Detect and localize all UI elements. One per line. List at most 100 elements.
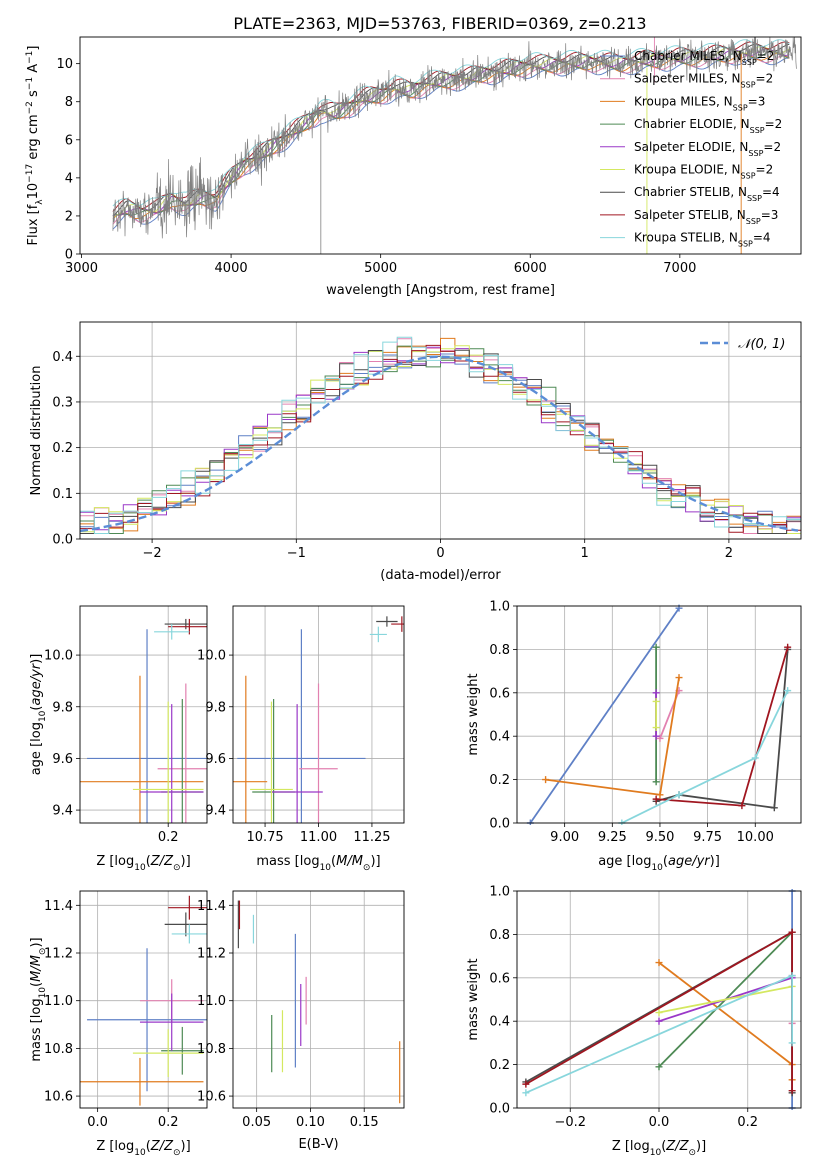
x-axis-label: Z [log10(Z/Z⊙)] bbox=[612, 1139, 706, 1158]
y-tick-label: 9.6 bbox=[205, 752, 226, 767]
y-tick-label: 10.8 bbox=[197, 1042, 226, 1057]
y-tick-label: 0 bbox=[65, 248, 73, 263]
y-tick-label: 0.2 bbox=[489, 1058, 510, 1073]
weight-marker-kroupa-stelib bbox=[522, 1089, 530, 1097]
legend: Chabrier MILES, NSSP=2 Salpeter MILES, NS… bbox=[600, 49, 782, 248]
legend-label-chabrier-miles: Chabrier MILES, NSSP=2 bbox=[634, 49, 774, 67]
spectrum-lines bbox=[112, 37, 797, 254]
weight-marker-salpeter-stelib bbox=[652, 795, 660, 803]
x-tick-label: −2 bbox=[143, 546, 162, 561]
mass-vs-metallicity-plot: 0.0 0.2 10.6 10.8 11.0 11.2 11.4 Z [log10(Z/Z⊙)… bbox=[29, 890, 208, 1158]
x-tick-label: 1 bbox=[581, 546, 589, 561]
y-tick-label: 11.0 bbox=[44, 994, 73, 1009]
weight-vs-age-plot: 9.00 9.25 9.50 9.75 10.00 0.0 0.2 0.4 0.6 0.8 1.0 a… bbox=[466, 600, 802, 873]
x-tick-label: 3000 bbox=[65, 261, 98, 276]
x-axis-label: mass [log10(M/M⊙)] bbox=[256, 854, 380, 873]
x-tick-label: 0.2 bbox=[158, 830, 179, 845]
x-tick-label: 0.10 bbox=[296, 1115, 325, 1130]
y-tick-label: 0.4 bbox=[489, 1015, 510, 1030]
x-tick-label: 11.00 bbox=[300, 830, 337, 845]
weight-lines bbox=[522, 889, 796, 1110]
y-axis-label: Flux [fλ10−17 erg cm−2 s−1 A−1] bbox=[25, 46, 45, 246]
weight-marker-chabrier-stelib bbox=[770, 804, 778, 812]
y-tick-label: 11.4 bbox=[44, 899, 73, 914]
axes-frame bbox=[79, 890, 208, 1109]
y-tick-label: 0.8 bbox=[489, 928, 510, 943]
weight-marker-kroupa-stelib bbox=[675, 791, 683, 799]
axes-frame bbox=[79, 321, 802, 540]
data-spectrum-line bbox=[112, 37, 797, 239]
histograms bbox=[80, 336, 801, 534]
weight-line-chabrier-miles bbox=[529, 607, 680, 824]
mass-vs-extinction-plot: 0.05 0.10 0.15 10.6 10.8 11.0 11.2 11.4 E(B-V) bbox=[197, 890, 405, 1152]
axes-frame bbox=[516, 605, 802, 824]
legend-label-normal: 𝒩(0, 1) bbox=[738, 337, 785, 352]
histogram-kroupa-stelib bbox=[80, 336, 801, 534]
legend-label-chabrier-stelib: Chabrier STELIB, NSSP=4 bbox=[634, 185, 780, 203]
legend-label-salpeter-miles: Salpeter MILES, NSSP=2 bbox=[634, 72, 773, 90]
y-tick-label: 9.6 bbox=[52, 752, 73, 767]
x-axis-label: Z [log10(Z/Z⊙)] bbox=[96, 1139, 190, 1158]
y-axis-label: mass weight bbox=[466, 958, 481, 1040]
weight-marker-chabrier-elodie bbox=[652, 778, 660, 786]
x-tick-label: −1 bbox=[287, 546, 306, 561]
y-tick-label: 0.2 bbox=[52, 441, 73, 456]
legend-label-salpeter-elodie: Salpeter ELODIE, NSSP=2 bbox=[634, 140, 781, 158]
weight-marker-chabrier-elodie bbox=[655, 1063, 663, 1071]
x-axis-label: age [log10(age/yr)] bbox=[598, 854, 720, 873]
weight-marker-kroupa-elodie bbox=[652, 697, 660, 705]
x-axis-label: (data-model)/error bbox=[380, 568, 501, 583]
weight-line-kroupa-elodie bbox=[658, 985, 793, 1014]
errorbars bbox=[80, 618, 207, 823]
y-tick-label: 0.0 bbox=[489, 1102, 510, 1117]
age-vs-metallicity-plot: 0.2 9.4 9.6 9.8 10.0 Z [log10(Z/Z⊙)] age [log1… bbox=[29, 605, 208, 873]
weight-marker-kroupa-miles bbox=[656, 791, 664, 799]
y-tick-label: 0.0 bbox=[52, 533, 73, 548]
y-tick-label: 9.4 bbox=[205, 804, 226, 819]
x-tick-label: −0.2 bbox=[554, 1115, 586, 1130]
y-tick-label: 0.8 bbox=[489, 643, 510, 658]
x-tick-label: 9.50 bbox=[645, 830, 674, 845]
weight-marker-salpeter-stelib bbox=[784, 643, 792, 651]
x-tick-label: 2 bbox=[725, 546, 733, 561]
weight-vs-metallicity-plot: −0.2 0.0 0.2 0.0 0.2 0.4 0.6 0.8 1.0 Z [log10(Z/Z… bbox=[466, 885, 802, 1158]
x-tick-label: 7000 bbox=[663, 261, 696, 276]
y-tick-label: 0.0 bbox=[489, 817, 510, 832]
y-tick-label: 4 bbox=[65, 171, 73, 186]
legend: 𝒩(0, 1) bbox=[700, 337, 785, 352]
figure-title: PLATE=2363, MJD=53763, FIBERID=0369, z=0… bbox=[233, 14, 646, 33]
x-tick-label: 0.0 bbox=[649, 1115, 670, 1130]
y-tick-label: 0.6 bbox=[489, 971, 510, 986]
y-tick-label: 6 bbox=[65, 133, 73, 148]
y-tick-label: 10.6 bbox=[197, 1090, 226, 1105]
y-tick-label: 11.0 bbox=[197, 994, 226, 1009]
y-tick-label: 0.2 bbox=[489, 773, 510, 788]
y-tick-label: 10.0 bbox=[44, 649, 73, 664]
axes-frame bbox=[79, 605, 208, 824]
weight-marker-kroupa-elodie bbox=[652, 724, 660, 732]
y-tick-label: 1.0 bbox=[489, 885, 510, 900]
y-tick-label: 11.4 bbox=[197, 899, 226, 914]
x-tick-label: 0 bbox=[436, 546, 444, 561]
y-axis-label: age [log10(age/yr)] bbox=[29, 654, 48, 776]
x-tick-label: 0.2 bbox=[737, 1115, 758, 1130]
y-tick-label: 11.2 bbox=[44, 947, 73, 962]
x-axis-label: E(B-V) bbox=[298, 1137, 338, 1152]
weight-marker-kroupa-miles bbox=[675, 674, 683, 682]
weight-marker-kroupa-stelib bbox=[788, 972, 796, 980]
legend-label-kroupa-elodie: Kroupa ELODIE, NSSP=2 bbox=[634, 163, 773, 181]
weight-line-chabrier-stelib bbox=[655, 649, 789, 809]
x-tick-label: 9.25 bbox=[598, 830, 627, 845]
y-tick-label: 2 bbox=[65, 209, 73, 224]
y-tick-label: 0.1 bbox=[52, 487, 73, 502]
axes-frame bbox=[232, 890, 405, 1109]
legend-label-chabrier-elodie: Chabrier ELODIE, NSSP=2 bbox=[634, 117, 782, 135]
y-tick-label: 0.4 bbox=[52, 350, 73, 365]
x-tick-label: 0.2 bbox=[158, 1115, 179, 1130]
y-tick-label: 10 bbox=[56, 57, 73, 72]
x-axis-label: wavelength [Angstrom, rest frame] bbox=[326, 283, 555, 298]
legend-label-kroupa-miles: Kroupa MILES, NSSP=3 bbox=[634, 94, 765, 112]
y-tick-label: 11.2 bbox=[197, 947, 226, 962]
y-tick-label: 9.8 bbox=[205, 700, 226, 715]
